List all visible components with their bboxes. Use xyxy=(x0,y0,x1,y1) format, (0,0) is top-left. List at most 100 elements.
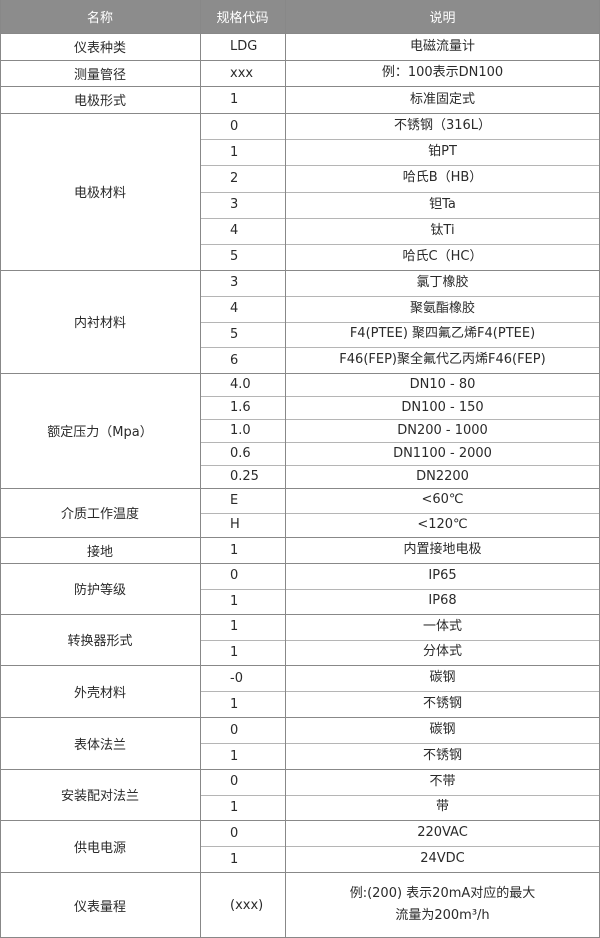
code: 0 xyxy=(230,568,239,584)
desc-line: F46(FEP)聚全氟代乙丙烯F46(FEP) xyxy=(339,352,546,368)
row-line xyxy=(0,665,600,666)
group-name: 表体法兰 xyxy=(73,737,126,753)
group-name: 转换器形式 xyxy=(67,634,133,649)
sub-row-line xyxy=(200,743,600,744)
desc: IP65 xyxy=(285,563,600,589)
code: 1 xyxy=(230,92,239,107)
code: 5 xyxy=(230,326,239,342)
code: 1.0 xyxy=(230,423,251,438)
desc: DN100 - 150 xyxy=(285,396,600,419)
desc-line: 不锈钢 xyxy=(422,696,462,711)
sub-row-line xyxy=(200,465,600,466)
group-name: 供电电源 xyxy=(73,840,126,856)
code: 1 xyxy=(230,748,239,764)
desc: DN10 - 80 xyxy=(285,373,600,396)
sub-row-line xyxy=(200,639,600,641)
sub-row-line xyxy=(200,442,600,443)
group-name: 安装配对法兰 xyxy=(60,789,139,804)
group-name: 外壳材料 xyxy=(73,685,126,701)
desc: 24VDC xyxy=(285,846,600,872)
sub-row-line xyxy=(200,691,600,692)
sub-row-line xyxy=(200,243,600,245)
desc: 一体式 xyxy=(285,614,600,640)
desc: <60℃ xyxy=(285,488,600,513)
code: 4 xyxy=(230,301,239,317)
desc-line: 钛Ti xyxy=(430,222,455,238)
group-name: 测量管径 xyxy=(73,67,126,83)
desc: 例:(200) 表示20mA对应的最大 流量为200m³/h xyxy=(285,872,600,938)
desc: 不带 xyxy=(285,769,600,795)
desc-line: 24VDC xyxy=(420,851,465,866)
desc-line: 碳钢 xyxy=(429,722,456,737)
desc: 不锈钢 xyxy=(285,691,600,717)
code: 0 xyxy=(230,118,239,134)
code: xxx xyxy=(230,65,254,81)
desc: 内置接地电极 xyxy=(285,537,600,563)
sub-row-line xyxy=(200,321,600,323)
desc-line: 哈氏C（HC） xyxy=(402,248,483,264)
code: 3 xyxy=(230,197,239,213)
desc: 铂PT xyxy=(285,139,600,165)
desc-line: 碳钢 xyxy=(429,670,456,685)
group-name: 内衬材料 xyxy=(73,316,126,331)
row-line xyxy=(0,373,600,374)
group-name: 仪表量程 xyxy=(73,899,126,915)
desc-line: 标准固定式 xyxy=(409,91,475,107)
header-cell: 规格代码 xyxy=(200,0,285,33)
code: 6 xyxy=(230,352,239,368)
desc: 碳钢 xyxy=(285,717,600,743)
code: (xxx) xyxy=(230,897,264,913)
row-line xyxy=(0,86,600,87)
desc-line: 哈氏B（HB） xyxy=(402,170,483,186)
desc-line: 电磁流量计 xyxy=(409,38,475,54)
desc: DN200 - 1000 xyxy=(285,419,600,442)
desc-line: F4(PTEE) 聚四氟乙烯F4(PTEE) xyxy=(349,326,536,342)
col-line xyxy=(0,0,1,938)
code: LDG xyxy=(230,39,258,54)
sub-row-line xyxy=(200,846,600,847)
code: -0 xyxy=(230,670,243,686)
code: 0 xyxy=(230,722,239,738)
code: 4.0 xyxy=(230,377,251,392)
code: 1 xyxy=(230,144,239,160)
row-line xyxy=(0,563,600,564)
code: 1 xyxy=(230,542,239,558)
sub-row-line xyxy=(200,295,600,297)
desc-line: IP65 xyxy=(428,567,457,583)
code: 1 xyxy=(230,619,239,635)
sub-row-line xyxy=(200,396,600,397)
sub-row-line xyxy=(200,191,600,193)
desc-line: IP68 xyxy=(428,593,457,609)
code: 0 xyxy=(230,774,239,790)
sub-row-line xyxy=(200,139,600,141)
code: 1 xyxy=(230,644,239,660)
desc-line: 聚氨酯橡胶 xyxy=(409,300,475,316)
desc-line: 不带 xyxy=(429,773,456,789)
code: 0 xyxy=(230,825,239,841)
group-name: 接地 xyxy=(86,544,113,560)
desc: 碳钢 xyxy=(285,665,600,691)
desc: IP68 xyxy=(285,589,600,615)
col-line xyxy=(285,0,286,938)
desc: 钛Ti xyxy=(285,218,600,244)
group-name: 防护等级 xyxy=(73,583,126,598)
code: 0.6 xyxy=(230,446,251,461)
desc: F46(FEP)聚全氟代乙丙烯F46(FEP) xyxy=(285,347,600,373)
code: 1 xyxy=(230,851,239,867)
desc-line: 氯丁橡胶 xyxy=(416,274,469,290)
group-name: 介质工作温度 xyxy=(60,507,139,522)
desc-line: 铂PT xyxy=(428,144,457,160)
row-line xyxy=(0,820,600,821)
desc: 不锈钢（316L） xyxy=(285,113,600,139)
desc-line: DN100 - 150 xyxy=(401,399,484,415)
desc: 氯丁橡胶 xyxy=(285,270,600,296)
code: 1 xyxy=(230,696,239,712)
desc: 分体式 xyxy=(285,640,600,666)
code: 1.6 xyxy=(230,400,251,415)
desc-line: DN200 - 1000 xyxy=(397,422,488,438)
desc: 例：100表示DN100 xyxy=(285,60,600,86)
row-line xyxy=(0,60,600,61)
sub-row-line xyxy=(200,217,600,219)
sub-row-line xyxy=(200,419,600,420)
desc: 标准固定式 xyxy=(285,86,600,113)
